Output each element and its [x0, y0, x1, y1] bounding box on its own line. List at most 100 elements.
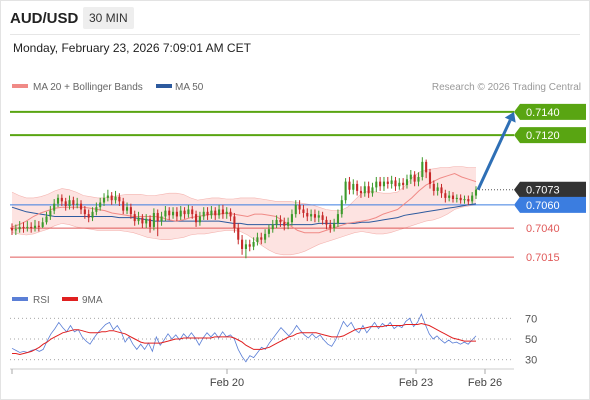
candle-body	[175, 211, 178, 217]
candle-body	[72, 200, 75, 205]
candle-body	[191, 209, 194, 215]
candle-body	[306, 212, 309, 217]
candle-body	[87, 214, 90, 218]
level-label-0.7060: 0.7060	[526, 200, 560, 212]
timeframe-button[interactable]: 30 MIN	[83, 7, 134, 29]
copyright-label: Research © 2026 Trading Central	[432, 82, 581, 93]
rsi-tick-label: 50	[525, 334, 537, 346]
candle-body	[294, 204, 297, 215]
candle-body	[148, 218, 152, 227]
candle-body	[267, 229, 270, 234]
candle-body	[313, 214, 316, 218]
candle-body	[298, 204, 301, 210]
x-tick-label: Feb 20	[210, 377, 244, 389]
candle-body	[317, 215, 320, 218]
candle-body	[336, 214, 340, 224]
price-plot-area: 0.7140 0.7120 0.7073 0.7060 0.7040 0.7015	[10, 103, 586, 264]
candle-body	[325, 219, 328, 225]
candle-body	[398, 182, 401, 187]
candle-body	[444, 193, 447, 198]
candle-body	[467, 199, 470, 202]
candle-body	[225, 211, 228, 215]
candle-body	[10, 228, 14, 231]
ma20-legend-label: MA 20 + Bollinger Bands	[33, 82, 143, 93]
candle-body	[321, 215, 324, 220]
ma50-legend-swatch	[156, 84, 172, 88]
candle-body	[440, 187, 443, 194]
candle-body	[168, 210, 171, 216]
candle-body	[310, 214, 313, 217]
candle-body	[156, 212, 159, 222]
candle-body	[118, 196, 121, 202]
candle-body	[356, 183, 359, 191]
candle-body	[455, 197, 458, 200]
candle-body	[60, 197, 63, 202]
level-label-0.7073: 0.7073	[526, 185, 560, 197]
candle-body	[30, 226, 33, 229]
candle-body	[198, 216, 201, 223]
candle-body	[210, 210, 213, 216]
level-label-0.7040: 0.7040	[526, 223, 560, 235]
candle-body	[425, 161, 428, 173]
candle-body	[114, 196, 117, 201]
ma20-line	[11, 172, 477, 234]
candle-body	[237, 228, 240, 240]
candle-body	[390, 180, 393, 184]
candle-body	[463, 199, 466, 201]
candle-body	[214, 210, 217, 216]
candle-body	[264, 233, 267, 240]
candle-body	[137, 217, 140, 222]
level-tag-0.7140	[514, 103, 586, 120]
rsi-line	[11, 313, 477, 363]
candle-body	[179, 210, 182, 217]
candle-body	[183, 210, 186, 215]
candle-body	[68, 200, 71, 206]
bollinger-lower-line	[11, 204, 477, 256]
candle-body	[195, 214, 198, 223]
candle-body	[53, 203, 56, 211]
candle-body	[428, 172, 432, 184]
candle-body	[45, 216, 48, 223]
candle-body	[248, 244, 251, 247]
candle-body	[64, 201, 67, 206]
candle-body	[187, 209, 190, 215]
candle-body	[256, 237, 259, 242]
candle-body	[164, 210, 167, 217]
candle-body	[382, 181, 386, 187]
candle-body	[352, 183, 355, 190]
candle-body	[79, 203, 83, 210]
level-label-0.7120: 0.7120	[526, 130, 560, 142]
candle-body	[417, 176, 420, 182]
level-tag-0.7060	[514, 196, 586, 213]
candle-body	[241, 239, 244, 249]
projection-arrowhead	[504, 111, 516, 123]
candle-body	[145, 218, 148, 224]
candle-body	[275, 219, 278, 225]
candle-body	[22, 226, 25, 229]
candle-body	[344, 181, 347, 201]
ma50-legend-label: MA 50	[175, 82, 204, 93]
candle-body	[359, 190, 363, 194]
candle-body	[26, 226, 29, 229]
candle-body	[160, 216, 163, 222]
candle-body	[432, 183, 435, 191]
candle-body	[413, 174, 416, 182]
ma9-legend-swatch	[62, 297, 78, 301]
candle-body	[172, 211, 175, 216]
candle-body	[386, 181, 389, 184]
candle-body	[129, 207, 132, 215]
header-divider	[10, 34, 580, 35]
candle-body	[409, 174, 412, 180]
candle-body	[206, 211, 209, 216]
candle-body	[229, 211, 232, 217]
candle-body	[348, 181, 351, 190]
candle-body	[33, 225, 37, 229]
candle-body	[402, 182, 405, 186]
candle-body	[459, 197, 462, 201]
candle-body	[152, 212, 155, 227]
bollinger-upper-line	[11, 166, 476, 211]
candle-body	[99, 202, 102, 208]
candle-body	[375, 181, 378, 188]
candle-body	[141, 217, 144, 224]
candle-body	[448, 195, 451, 198]
